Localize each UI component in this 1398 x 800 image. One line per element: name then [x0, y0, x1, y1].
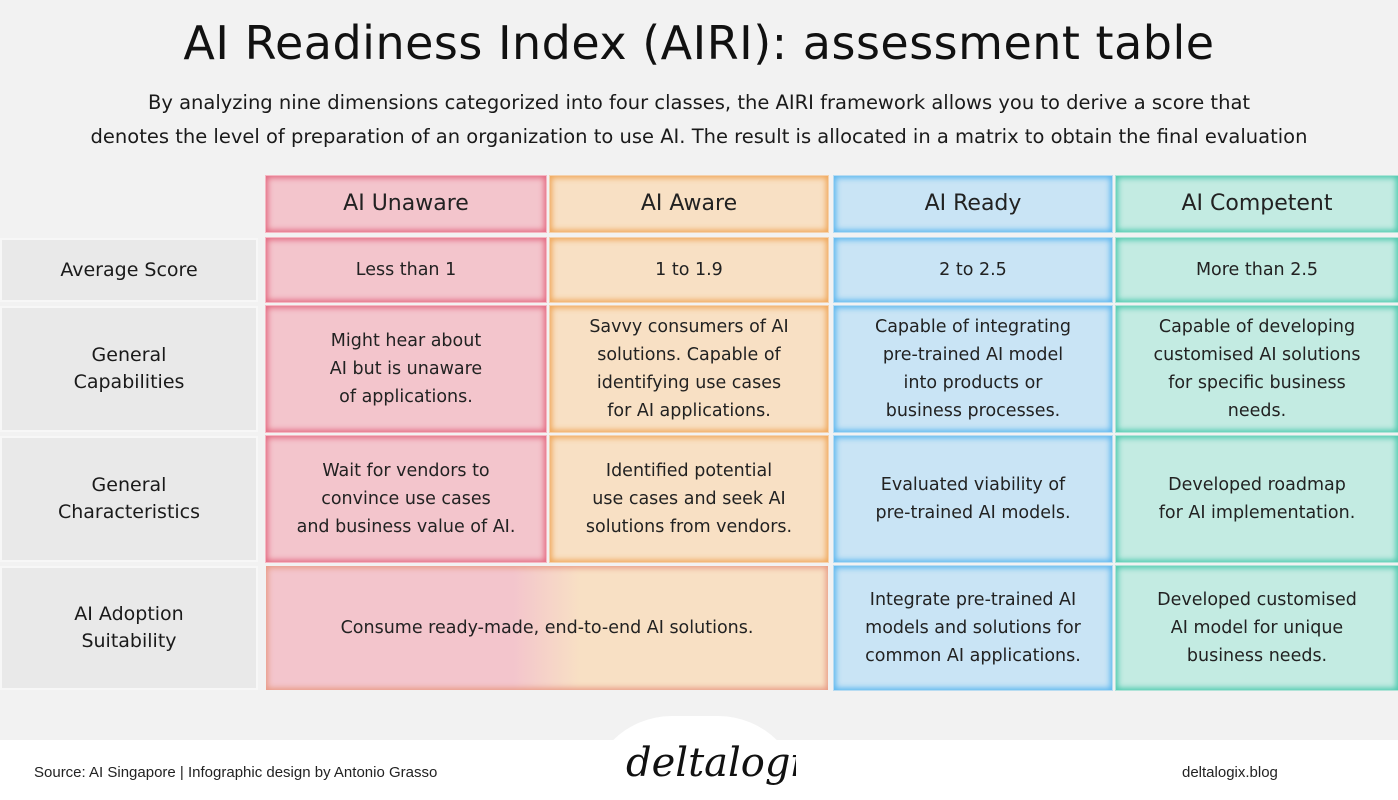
subtitle-line-2: denotes the level of preparation of an o… — [90, 125, 1308, 148]
cell-line: Developed customised — [1157, 590, 1357, 610]
row-label-average-score: Average Score — [0, 238, 258, 302]
cell-line: Wait for vendors to — [322, 461, 490, 481]
cell-line: identifying use cases — [596, 373, 782, 393]
cell-line: Evaluated viability of — [880, 475, 1066, 495]
row-label-ai-adoption-suitability: AI Adoption Suitability — [0, 566, 258, 690]
cell-line: and business value of AI. — [296, 517, 516, 537]
footer-site-link[interactable]: deltalogix.blog — [1182, 764, 1278, 781]
cell-line: Savvy consumers of AI — [589, 317, 789, 337]
cell-capabilities-unaware: Might hear about AI but is unaware of ap… — [266, 306, 546, 432]
row-label-line: Capabilities — [73, 371, 185, 393]
row-label-general-capabilities: General Capabilities — [0, 306, 258, 432]
column-header-ai-ready: AI Ready — [834, 176, 1112, 232]
cell-line: Integrate pre-trained AI — [869, 590, 1077, 610]
subtitle-line-1: By analyzing nine dimensions categorized… — [147, 91, 1251, 114]
cell-average-score-aware: 1 to 1.9 — [550, 238, 828, 302]
column-header-ai-aware: AI Aware — [550, 176, 828, 232]
cell-capabilities-aware: Savvy consumers of AI solutions. Capable… — [550, 306, 828, 432]
row-label-line: Characteristics — [57, 501, 201, 523]
cell-line: AI model for unique — [1170, 618, 1344, 638]
row-label-line: AI Adoption — [74, 603, 184, 625]
cell-characteristics-competent: Developed roadmap for AI implementation. — [1116, 436, 1398, 562]
cell-characteristics-aware: Identified potential use cases and seek … — [550, 436, 828, 562]
page-title: AI Readiness Index (AIRI): assessment ta… — [183, 16, 1215, 70]
cell-line: for specific business — [1168, 373, 1346, 393]
cell-capabilities-ready: Capable of integrating pre-trained AI mo… — [834, 306, 1112, 432]
cell-line: solutions. Capable of — [597, 345, 781, 365]
logo-text: deltalogiX — [626, 740, 796, 786]
cell-line: of applications. — [339, 387, 473, 407]
cell-line: pre-trained AI models. — [875, 503, 1071, 523]
cell-average-score-competent: More than 2.5 — [1116, 238, 1398, 302]
cell-characteristics-ready: Evaluated viability of pre-trained AI mo… — [834, 436, 1112, 562]
cell-line: business needs. — [1186, 646, 1328, 666]
cell-line: pre-trained AI model — [882, 345, 1064, 365]
deltalogix-logo: deltalogiX — [626, 740, 796, 786]
cell-line: needs. — [1227, 401, 1287, 421]
cell-adoption-ready: Integrate pre-trained AI models and solu… — [834, 566, 1112, 690]
cell-line: Might hear about — [330, 331, 482, 351]
cell-line: use cases and seek AI — [592, 489, 786, 509]
cell-adoption-competent: Developed customised AI model for unique… — [1116, 566, 1398, 690]
row-label-general-characteristics: General Characteristics — [0, 436, 258, 562]
cell-line: AI but is unaware — [329, 359, 483, 379]
cell-characteristics-unaware: Wait for vendors to convince use cases a… — [266, 436, 546, 562]
row-label-line: General — [91, 344, 167, 366]
cell-line: into products or — [903, 373, 1043, 393]
row-label-line: General — [91, 474, 167, 496]
cell-line: for AI applications. — [607, 401, 771, 421]
cell-line: customised AI solutions — [1153, 345, 1361, 365]
cell-line: models and solutions for — [865, 618, 1081, 638]
cell-line: Capable of integrating — [874, 317, 1072, 337]
assessment-table: AI Unaware AI Aware AI Ready AI Competen… — [0, 176, 1398, 692]
cell-line: business processes. — [885, 401, 1061, 421]
cell-line: Capable of developing — [1158, 317, 1356, 337]
cell-line: convince use cases — [321, 489, 491, 509]
footer-source: Source: AI Singapore | Infographic desig… — [34, 764, 438, 781]
column-header-ai-competent: AI Competent — [1116, 176, 1398, 232]
cell-average-score-ready: 2 to 2.5 — [834, 238, 1112, 302]
column-header-ai-unaware: AI Unaware — [266, 176, 546, 232]
cell-average-score-unaware: Less than 1 — [266, 238, 546, 302]
cell-line: Developed roadmap — [1168, 475, 1346, 495]
cell-capabilities-competent: Capable of developing customised AI solu… — [1116, 306, 1398, 432]
cell-line: solutions from vendors. — [585, 517, 793, 537]
cell-adoption-unaware-aware-merged: Consume ready-made, end-to-end AI soluti… — [266, 566, 828, 690]
page-subtitle: By analyzing nine dimensions categorized… — [0, 86, 1398, 154]
cell-line: common AI applications. — [865, 646, 1081, 666]
cell-line: for AI implementation. — [1158, 503, 1356, 523]
cell-line: Identified potential — [605, 461, 773, 481]
row-label-line: Suitability — [81, 630, 177, 652]
